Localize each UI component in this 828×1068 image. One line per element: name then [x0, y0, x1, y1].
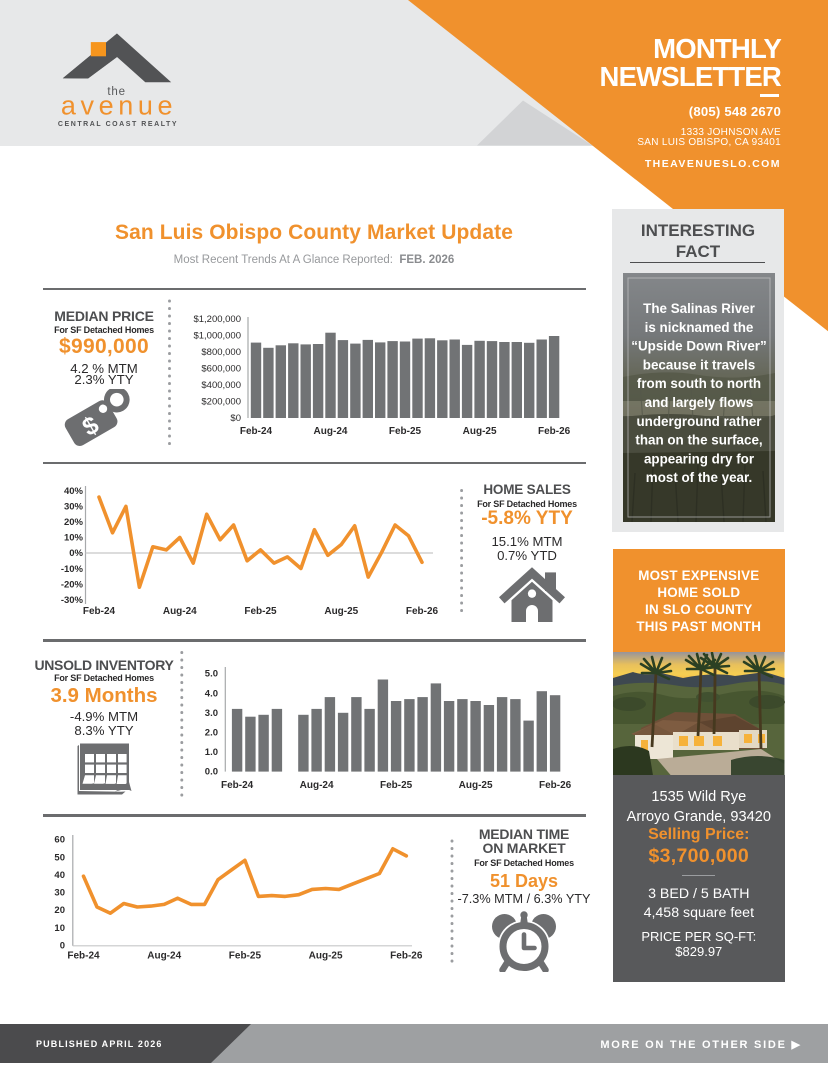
svg-text:Feb-26: Feb-26	[390, 951, 423, 962]
svg-text:0.0: 0.0	[205, 767, 218, 778]
svg-text:“Upside Down River”: “Upside Down River”	[631, 338, 766, 353]
svg-text:underground rather: underground rather	[636, 413, 762, 428]
svg-text:Aug-24: Aug-24	[300, 780, 334, 791]
svg-text:0: 0	[60, 941, 65, 952]
svg-text:30: 30	[54, 888, 65, 899]
svg-text:60: 60	[54, 835, 65, 846]
svg-text:Feb-25: Feb-25	[229, 951, 262, 962]
svg-text:-30%: -30%	[61, 595, 84, 606]
svg-text:The Salinas River: The Salinas River	[643, 301, 755, 316]
svg-text:$1,000,000: $1,000,000	[193, 330, 241, 341]
svg-text:10%: 10%	[64, 533, 84, 544]
svg-text:30%: 30%	[64, 502, 84, 513]
svg-text:Aug-24: Aug-24	[163, 606, 197, 617]
svg-text:Aug-25: Aug-25	[463, 426, 497, 437]
svg-text:Aug-25: Aug-25	[309, 951, 343, 962]
svg-text:Feb-26: Feb-26	[538, 426, 571, 437]
svg-text:Feb-26: Feb-26	[539, 780, 572, 791]
svg-text:from south to north: from south to north	[636, 376, 760, 391]
svg-text:$0: $0	[230, 413, 241, 424]
svg-text:Feb-26: Feb-26	[406, 606, 439, 617]
svg-text:Aug-24: Aug-24	[147, 951, 181, 962]
svg-text:$1,200,000: $1,200,000	[193, 314, 241, 325]
svg-text:Feb-25: Feb-25	[389, 426, 422, 437]
svg-text:Aug-25: Aug-25	[459, 780, 493, 791]
svg-text:most of the year.: most of the year.	[645, 470, 751, 485]
svg-text:40: 40	[54, 870, 65, 881]
svg-text:Aug-24: Aug-24	[314, 426, 348, 437]
svg-text:Feb-25: Feb-25	[380, 780, 413, 791]
svg-text:$200,000: $200,000	[201, 397, 241, 408]
svg-text:the: the	[107, 86, 125, 98]
svg-text:is nicknamed the: is nicknamed the	[644, 319, 753, 334]
svg-text:0%: 0%	[69, 548, 83, 559]
svg-text:40%: 40%	[64, 486, 84, 497]
svg-text:$800,000: $800,000	[201, 347, 241, 358]
svg-text:2.0: 2.0	[205, 728, 218, 739]
svg-text:-20%: -20%	[61, 579, 84, 590]
svg-text:and largely flows: and largely flows	[644, 395, 753, 410]
svg-text:appearing dry for: appearing dry for	[643, 451, 754, 466]
svg-text:Aug-25: Aug-25	[324, 606, 358, 617]
svg-text:because it travels: because it travels	[642, 357, 754, 372]
svg-text:5.0: 5.0	[205, 669, 218, 680]
svg-text:$600,000: $600,000	[201, 364, 241, 375]
svg-text:CENTRAL COAST REALTY: CENTRAL COAST REALTY	[58, 121, 178, 128]
svg-text:$400,000: $400,000	[201, 380, 241, 391]
svg-text:Feb-24: Feb-24	[83, 606, 116, 617]
svg-text:20: 20	[54, 905, 65, 916]
svg-text:-10%: -10%	[61, 564, 84, 575]
svg-text:Feb-24: Feb-24	[221, 780, 254, 791]
svg-text:4.0: 4.0	[205, 688, 218, 699]
svg-text:Feb-24: Feb-24	[240, 426, 273, 437]
svg-text:Feb-24: Feb-24	[67, 951, 100, 962]
svg-text:than on the surface,: than on the surface,	[635, 432, 762, 447]
svg-text:10: 10	[54, 923, 65, 934]
svg-text:50: 50	[54, 852, 65, 863]
svg-text:3.0: 3.0	[205, 708, 218, 719]
svg-text:avenue: avenue	[61, 91, 177, 121]
svg-text:1.0: 1.0	[205, 747, 218, 758]
svg-text:20%: 20%	[64, 517, 84, 528]
svg-text:Feb-25: Feb-25	[244, 606, 277, 617]
